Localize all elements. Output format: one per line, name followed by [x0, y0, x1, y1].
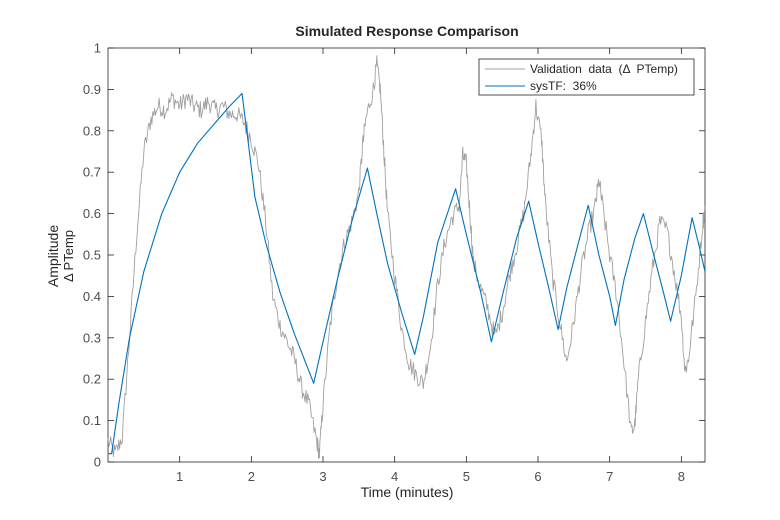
x-tick-label: 8: [678, 469, 685, 484]
y-axis-label-amplitude: Amplitude: [45, 225, 61, 287]
x-tick-label: 3: [319, 469, 326, 484]
x-tick-label: 6: [534, 469, 541, 484]
y-tick-label: 0.9: [83, 82, 101, 97]
y-axis-ticks: 0 0.1 0.2 0.3 0.4 0.5 0.6 0.7 0.8 0.9 1: [83, 41, 705, 470]
x-axis-label: Time (minutes): [361, 484, 454, 500]
y-tick-label: 0: [94, 455, 101, 470]
legend-box: [478, 58, 695, 96]
y-tick-label: 0.1: [83, 413, 101, 428]
x-tick-label: 5: [463, 469, 470, 484]
x-tick-label: 4: [391, 469, 398, 484]
x-axis-ticks: 1 2 3 4 5 6 7 8: [176, 48, 685, 484]
series-line-validation: [107, 55, 706, 459]
x-tick-label: 2: [248, 469, 255, 484]
y-tick-label: 0.2: [83, 372, 101, 387]
y-axis-label-channel: Δ PTemp: [61, 230, 76, 282]
y-tick-label: 0.7: [83, 165, 101, 180]
legend-label-systf: sysTF: 36%: [530, 79, 597, 93]
y-tick-label: 0.8: [83, 123, 101, 138]
series-layer: [107, 55, 706, 459]
y-tick-label: 1: [94, 41, 101, 56]
legend-label-validation: Validation data (Δ PTemp): [530, 62, 678, 76]
x-tick-label: 1: [176, 469, 183, 484]
y-tick-label: 0.6: [83, 206, 101, 221]
y-tick-label: 0.3: [83, 330, 101, 345]
series-line-systf: [108, 92, 706, 455]
axes-box: [107, 47, 706, 463]
x-tick-label: 7: [606, 469, 613, 484]
chart-title: Simulated Response Comparison: [295, 23, 518, 39]
legend[interactable]: Validation data (Δ PTemp) sysTF: 36%: [478, 58, 695, 96]
y-tick-label: 0.5: [83, 248, 101, 263]
plot-area: 1 2 3 4 5 6 7 8 0 0.1 0.2 0.3 0.4 0.5 0.6 0.7 0.8 0.9 1: [83, 41, 706, 484]
y-tick-label: 0.4: [83, 289, 101, 304]
